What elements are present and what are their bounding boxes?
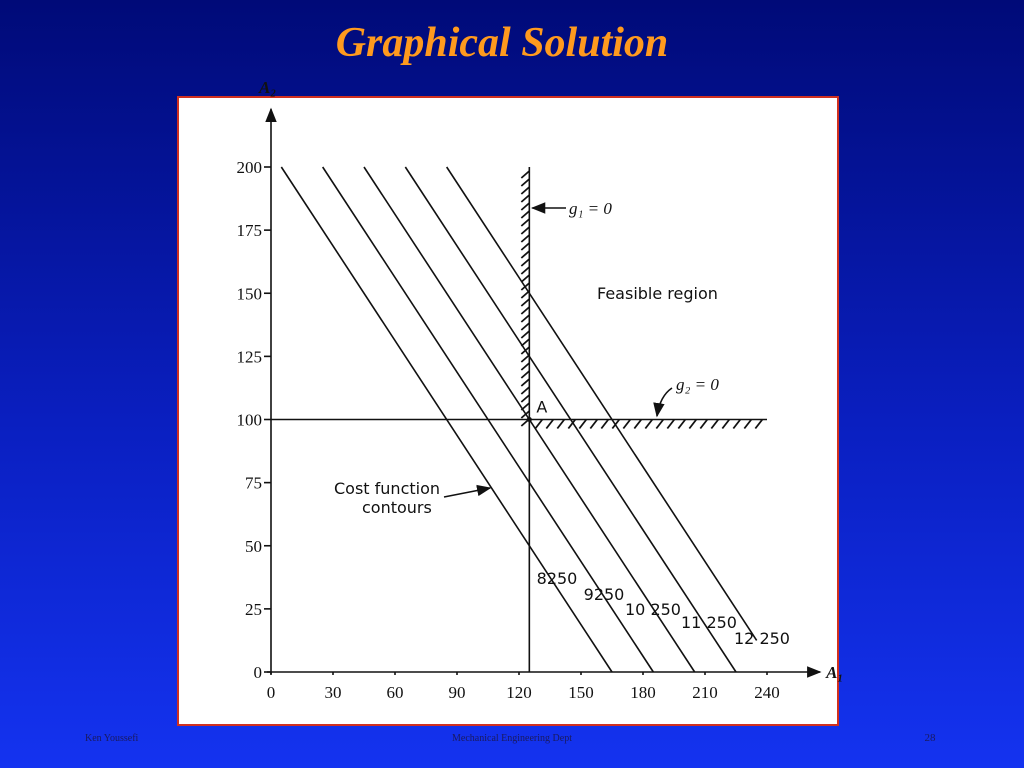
- x-tick-label: 60: [387, 683, 404, 702]
- hatch: [534, 418, 544, 430]
- point-label: A: [536, 398, 547, 417]
- hatch: [520, 362, 530, 371]
- hatch: [520, 338, 530, 347]
- hatch: [520, 290, 530, 299]
- hatch: [520, 378, 530, 387]
- hatch: [520, 226, 530, 235]
- hatch: [520, 330, 530, 339]
- hatch: [567, 418, 577, 430]
- footer-right: 28: [925, 732, 937, 744]
- point-a: [526, 417, 532, 422]
- constraint-label: g₂ = 0: [676, 375, 719, 394]
- constraint-label: g₁ = 0: [569, 199, 612, 218]
- footer-left: Ken Youssefi: [85, 733, 139, 744]
- hatch: [520, 386, 530, 395]
- y-tick-label: 0: [254, 663, 263, 682]
- footer-center: Mechanical Engineering Dept: [452, 733, 572, 744]
- contour-line: [445, 166, 758, 641]
- y-axis-label: A₂: [258, 78, 276, 97]
- pointer: [653, 387, 673, 418]
- hatch: [520, 210, 530, 219]
- x-tick-label: 90: [449, 683, 466, 702]
- hatch: [520, 306, 530, 315]
- plot: A₁ A₂ 0 25 50 75 100 125 150 175 200 0 30 60 90 120 150 1…: [237, 78, 844, 702]
- pointer: [443, 484, 492, 498]
- hatch: [520, 258, 530, 267]
- hatch: [520, 354, 530, 363]
- hatch: [710, 418, 720, 430]
- hatch: [622, 418, 632, 430]
- contour-label: 11 250: [681, 613, 737, 632]
- contour-label: 8250: [537, 569, 578, 588]
- x-tick-label: 210: [692, 683, 718, 702]
- hatch: [633, 418, 643, 430]
- hatch: [520, 402, 530, 411]
- hatch: [520, 410, 530, 419]
- hatch: [520, 242, 530, 251]
- x-tick-label: 240: [754, 683, 780, 702]
- hatch: [520, 394, 530, 403]
- y-tick-label: 150: [237, 284, 263, 303]
- hatch: [520, 178, 530, 187]
- hatch: [520, 322, 530, 331]
- hatch: [600, 418, 610, 430]
- hatch: [520, 218, 530, 227]
- x-tick-label: 150: [568, 683, 594, 702]
- hatch: [699, 418, 709, 430]
- annotation: contours: [362, 498, 432, 517]
- hatch: [520, 250, 530, 259]
- hatch: [611, 418, 621, 430]
- x-axis-label: A₁: [825, 663, 843, 682]
- annotation: Feasible region: [597, 284, 718, 303]
- hatch: [520, 170, 530, 179]
- x-tick-label: 30: [325, 683, 342, 702]
- y-tick-label: 100: [237, 411, 263, 430]
- y-tick-label: 25: [245, 600, 262, 619]
- y-tick-label: 175: [237, 221, 263, 240]
- y-tick-label: 75: [245, 474, 262, 493]
- hatch: [688, 418, 698, 430]
- hatch: [520, 234, 530, 243]
- hatch: [520, 266, 530, 275]
- contour-label: 10 250: [625, 600, 681, 619]
- hatch: [754, 418, 764, 430]
- y-tick-label: 200: [237, 158, 263, 177]
- x-tick-label: 120: [506, 683, 532, 702]
- chart-frame: [177, 96, 839, 726]
- y-tick-label: 50: [245, 537, 262, 556]
- annotation: Cost function: [334, 479, 440, 498]
- hatch: [520, 194, 530, 203]
- hatch: [520, 274, 530, 283]
- hatch: [520, 202, 530, 211]
- x-tick-label: 0: [267, 683, 276, 702]
- hatch: [589, 418, 599, 430]
- contour-label: 9250: [584, 585, 625, 604]
- slide-title: Graphical Solution: [336, 20, 669, 66]
- x-tick-label: 180: [630, 683, 656, 702]
- hatch: [666, 418, 676, 430]
- hatch: [655, 418, 665, 430]
- hatch: [578, 418, 588, 430]
- contour-label: 12 250: [734, 629, 790, 648]
- hatch: [520, 298, 530, 307]
- hatch: [520, 370, 530, 379]
- hatch: [743, 418, 753, 430]
- hatch: [520, 186, 530, 195]
- hatch: [556, 418, 566, 430]
- hatch: [520, 314, 530, 323]
- hatch: [545, 418, 555, 430]
- hatch: [732, 418, 742, 430]
- hatch: [677, 418, 687, 430]
- hatch: [520, 282, 530, 291]
- hatch: [721, 418, 731, 430]
- y-tick-label: 125: [237, 347, 263, 366]
- hatch: [520, 346, 530, 355]
- hatch: [644, 418, 654, 430]
